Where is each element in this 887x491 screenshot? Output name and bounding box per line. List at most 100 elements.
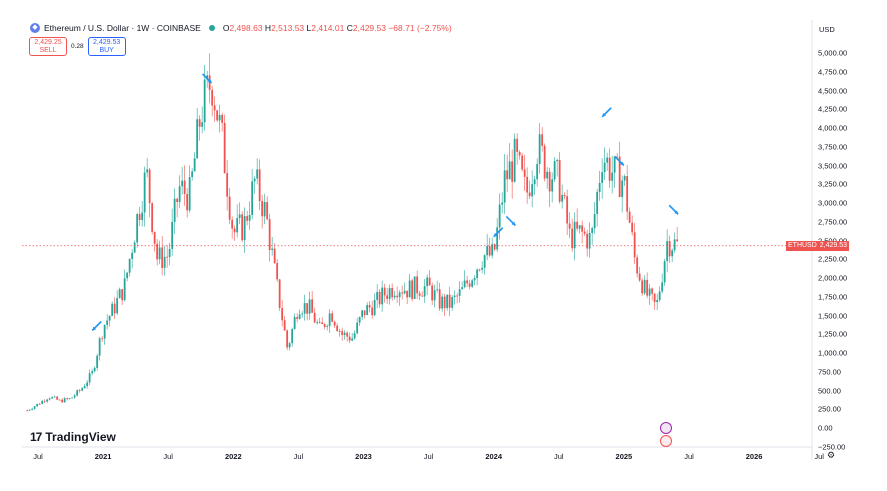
candle-body — [658, 291, 661, 301]
candle-body — [276, 262, 279, 280]
candle-body — [486, 246, 489, 256]
candle-body — [131, 252, 134, 259]
candle-body — [526, 176, 529, 193]
candle-body — [366, 304, 369, 316]
candle-body — [668, 241, 671, 257]
buy-button[interactable]: 2,429.53 BUY — [87, 37, 126, 56]
candle-body — [348, 336, 351, 341]
sell-label: SELL — [39, 47, 57, 54]
candle-body — [73, 395, 76, 398]
candle-body — [93, 367, 96, 372]
candle-body — [551, 179, 554, 192]
candle-body — [273, 248, 276, 263]
candle-body — [236, 218, 239, 233]
flag-icon[interactable] — [660, 435, 672, 447]
candle-body — [593, 214, 596, 229]
settings-gear-icon[interactable]: ⚙ — [827, 450, 836, 460]
candle-body — [653, 293, 656, 303]
candle-body — [208, 75, 211, 90]
candle-body — [398, 292, 401, 298]
candle-body — [258, 169, 261, 202]
currency-label[interactable]: USD — [819, 25, 835, 34]
lightning-icon[interactable] — [660, 422, 672, 434]
last-price-symbol: ETHUSD — [788, 241, 817, 249]
candle-body — [216, 110, 219, 121]
candle-body — [403, 290, 406, 294]
candle-body — [263, 202, 266, 217]
candle-body — [361, 310, 364, 318]
time-tick-label: 2022 — [224, 452, 242, 461]
candle-body — [238, 214, 241, 219]
candle-body — [571, 228, 574, 249]
candle-body — [313, 312, 316, 323]
candle-body — [168, 248, 171, 258]
candle-body — [138, 214, 141, 221]
candle-body — [356, 322, 359, 334]
candle-body — [68, 398, 71, 400]
time-tick-label: Jul — [293, 452, 304, 461]
candle-body — [518, 151, 521, 156]
candle-body — [446, 294, 449, 309]
candle-body — [628, 211, 631, 223]
candle-body — [88, 373, 91, 383]
price-tick-label: 3,750.00 — [818, 142, 848, 152]
candle-body — [346, 332, 349, 337]
candle-body — [201, 122, 204, 127]
candle-body — [221, 114, 224, 123]
candle-body — [656, 300, 659, 303]
arrow-head — [620, 161, 624, 166]
sell-button[interactable]: 2,429.25 SELL — [29, 37, 67, 56]
candle-body — [103, 325, 106, 339]
candle-body — [416, 276, 419, 294]
candle-body — [443, 296, 446, 309]
candle-body — [611, 172, 614, 181]
candle-body — [191, 171, 194, 178]
candle-body — [81, 388, 84, 391]
trade-buttons: 2,429.25 SELL 0.28 2,429.53 BUY — [29, 37, 126, 56]
candle-body — [233, 228, 236, 233]
candle-body — [336, 325, 339, 332]
candle-body — [323, 324, 326, 327]
candle-body — [553, 161, 556, 180]
candle-body — [301, 313, 304, 315]
high-value: 2,513.53 — [271, 23, 305, 33]
candle-body — [631, 222, 634, 233]
candle-body — [596, 191, 599, 215]
candle-body — [51, 397, 54, 399]
chart-legend: ◆ Ethereum / U.S. Dollar · 1W · COINBASE… — [30, 23, 452, 33]
last-price-tag: ETHUSD 2,429.53 — [786, 240, 850, 251]
candle-body — [368, 304, 371, 308]
candle-body — [228, 196, 231, 220]
candle-body — [41, 400, 44, 404]
candle-body — [261, 201, 264, 217]
candle-body — [671, 250, 674, 257]
candle-body — [163, 256, 166, 268]
candle-body — [478, 269, 481, 271]
candle-body — [188, 177, 191, 211]
candle-body — [106, 320, 109, 326]
candle-body — [353, 333, 356, 339]
candle-body — [226, 173, 229, 197]
candle-body — [603, 162, 606, 173]
candle-body — [113, 303, 116, 314]
candle-body — [218, 114, 221, 121]
candle-body — [108, 315, 111, 321]
candle-body — [436, 289, 439, 291]
candle-body — [501, 202, 504, 205]
candle-body — [133, 242, 136, 253]
candle-body — [548, 171, 551, 192]
symbol-title[interactable]: Ethereum / U.S. Dollar · 1W · COINBASE — [44, 23, 201, 33]
candle-body — [531, 184, 534, 197]
candle-body — [538, 134, 541, 164]
price-tick-label: 3,250.00 — [818, 179, 848, 189]
candle-body — [181, 180, 184, 187]
candle-body — [521, 155, 524, 170]
time-tick-label: 2025 — [615, 452, 633, 461]
candle-body — [391, 287, 394, 298]
candle-body — [283, 320, 286, 331]
candle-body — [111, 303, 114, 316]
candle-body — [28, 409, 31, 411]
candle-body — [341, 331, 344, 335]
tradingview-logo[interactable]: 17 TradingView — [30, 430, 116, 444]
